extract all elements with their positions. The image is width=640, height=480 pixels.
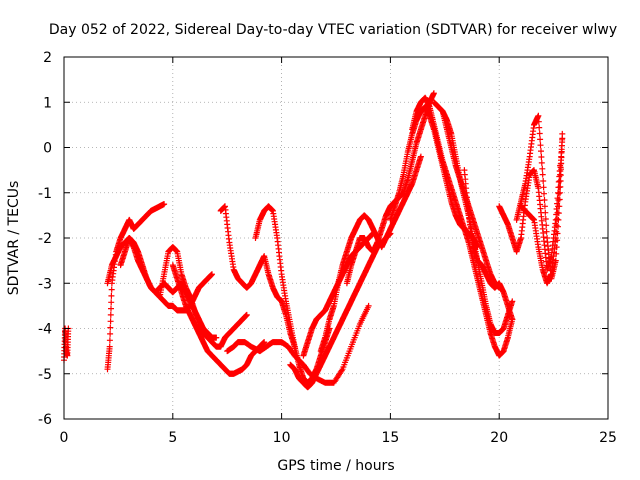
x-tick-labels: 0 5 10 15 20 25 (60, 430, 617, 446)
data-point (213, 334, 220, 341)
y-tick-label: -3 (38, 276, 52, 292)
chart-title: Day 052 of 2022, Sidereal Day-to-day VTE… (49, 22, 617, 38)
data-point (542, 209, 549, 216)
data-point (538, 148, 544, 155)
data-point (107, 311, 114, 318)
series-arc-5 (156, 244, 250, 350)
data-point (555, 197, 562, 203)
series-arc-13 (343, 90, 437, 287)
data-point (542, 216, 549, 222)
x-tick-label: 15 (381, 430, 399, 446)
x-axis-label: GPS time / hours (277, 458, 394, 474)
series-arc-7 (217, 203, 298, 350)
data-point (536, 124, 543, 131)
data-point (543, 222, 550, 229)
data-point (537, 142, 544, 149)
data-point (417, 153, 424, 160)
y-tick-label: 0 (43, 141, 52, 157)
data-point (557, 189, 564, 196)
data-point (537, 136, 544, 143)
data-point (538, 159, 545, 166)
data-point (555, 216, 562, 223)
data-point (540, 178, 547, 184)
data-point (107, 318, 114, 325)
data-point (554, 209, 561, 216)
data-point (108, 292, 115, 299)
data-point (540, 184, 547, 191)
y-axis-label: SDTVAR / TECUs (6, 181, 22, 296)
data-point (553, 222, 560, 229)
y-tick-labels: -6 -5 -4 -3 -2 -1 0 1 2 (38, 50, 52, 428)
y-tick-label: -5 (38, 367, 52, 383)
data-point (338, 367, 345, 374)
data-point (559, 135, 566, 142)
data-point (430, 90, 437, 97)
data-point (365, 302, 372, 309)
data-point (555, 203, 561, 210)
data-point (541, 203, 548, 210)
data-point (535, 118, 542, 125)
data-point (539, 165, 546, 172)
data-point (552, 235, 559, 241)
data-point (106, 337, 113, 344)
x-tick-label: 0 (60, 430, 69, 446)
data-point (509, 298, 516, 305)
y-tick-label: -2 (38, 231, 52, 247)
data-point (555, 190, 562, 197)
series-arc-8 (252, 203, 333, 386)
data-point (541, 197, 548, 203)
y-tick-label: -6 (38, 412, 52, 428)
data-point (209, 271, 215, 278)
x-tick-label: 10 (273, 430, 291, 446)
x-tick-label: 25 (599, 430, 617, 446)
data-point (161, 201, 168, 208)
data-point (539, 171, 546, 178)
data-point (108, 305, 114, 312)
data-point (538, 154, 545, 160)
data-point (541, 190, 547, 197)
series-arc-1 (61, 325, 72, 364)
data-point (108, 286, 115, 293)
axis-ticks (63, 56, 609, 420)
data-point (536, 130, 543, 137)
data-point (535, 112, 542, 119)
data-point (556, 184, 563, 191)
y-tick-label: -1 (38, 186, 52, 202)
data-point (107, 324, 114, 331)
data-points (61, 90, 566, 391)
grid (64, 57, 608, 419)
data-point (556, 178, 563, 184)
data-point (108, 299, 115, 306)
x-tick-label: 5 (168, 430, 177, 446)
data-point (106, 343, 113, 350)
y-tick-label: 1 (43, 95, 52, 111)
series-arc-15 (409, 94, 516, 359)
series-arc-21 (518, 135, 566, 287)
x-tick-label: 20 (490, 430, 508, 446)
series-arc-18 (461, 167, 516, 323)
series-arc-3 (104, 235, 215, 314)
data-point (243, 311, 250, 318)
data-point (554, 216, 561, 222)
y-tick-label: 2 (43, 50, 52, 66)
y-tick-label: -4 (38, 322, 52, 338)
data-point (553, 228, 560, 235)
data-point (509, 316, 516, 323)
data-point (543, 228, 550, 235)
data-point (107, 330, 114, 337)
data-point (261, 339, 268, 346)
